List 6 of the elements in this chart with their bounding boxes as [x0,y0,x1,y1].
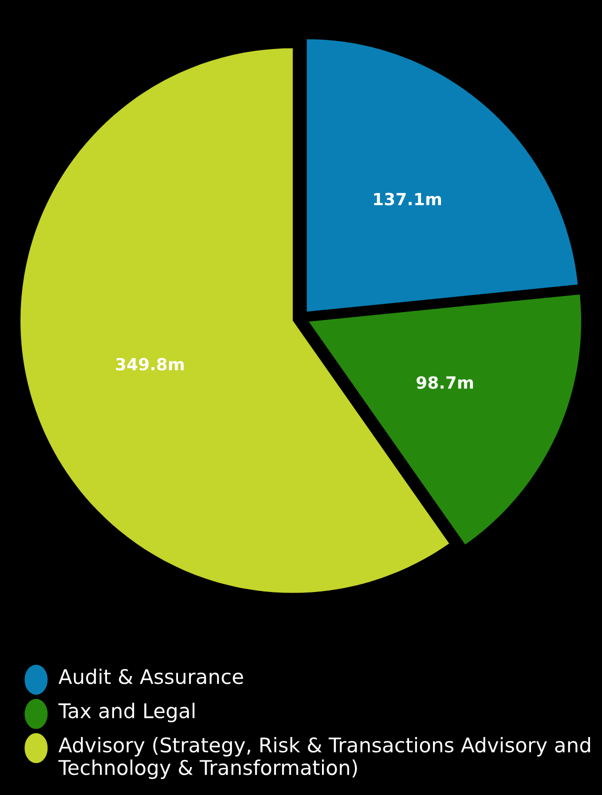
data-label: 349.8m [116,358,184,371]
data-label: 137.1m [374,192,441,206]
legend-label: Advisory (Strategy, Risk & Transactions Advisory and Technology & Transformation) [58,736,590,780]
data-label: 98.7m [416,376,473,389]
legend-label: Audit & Assurance [58,668,244,684]
legend-label: Tax and Legal [58,702,194,722]
